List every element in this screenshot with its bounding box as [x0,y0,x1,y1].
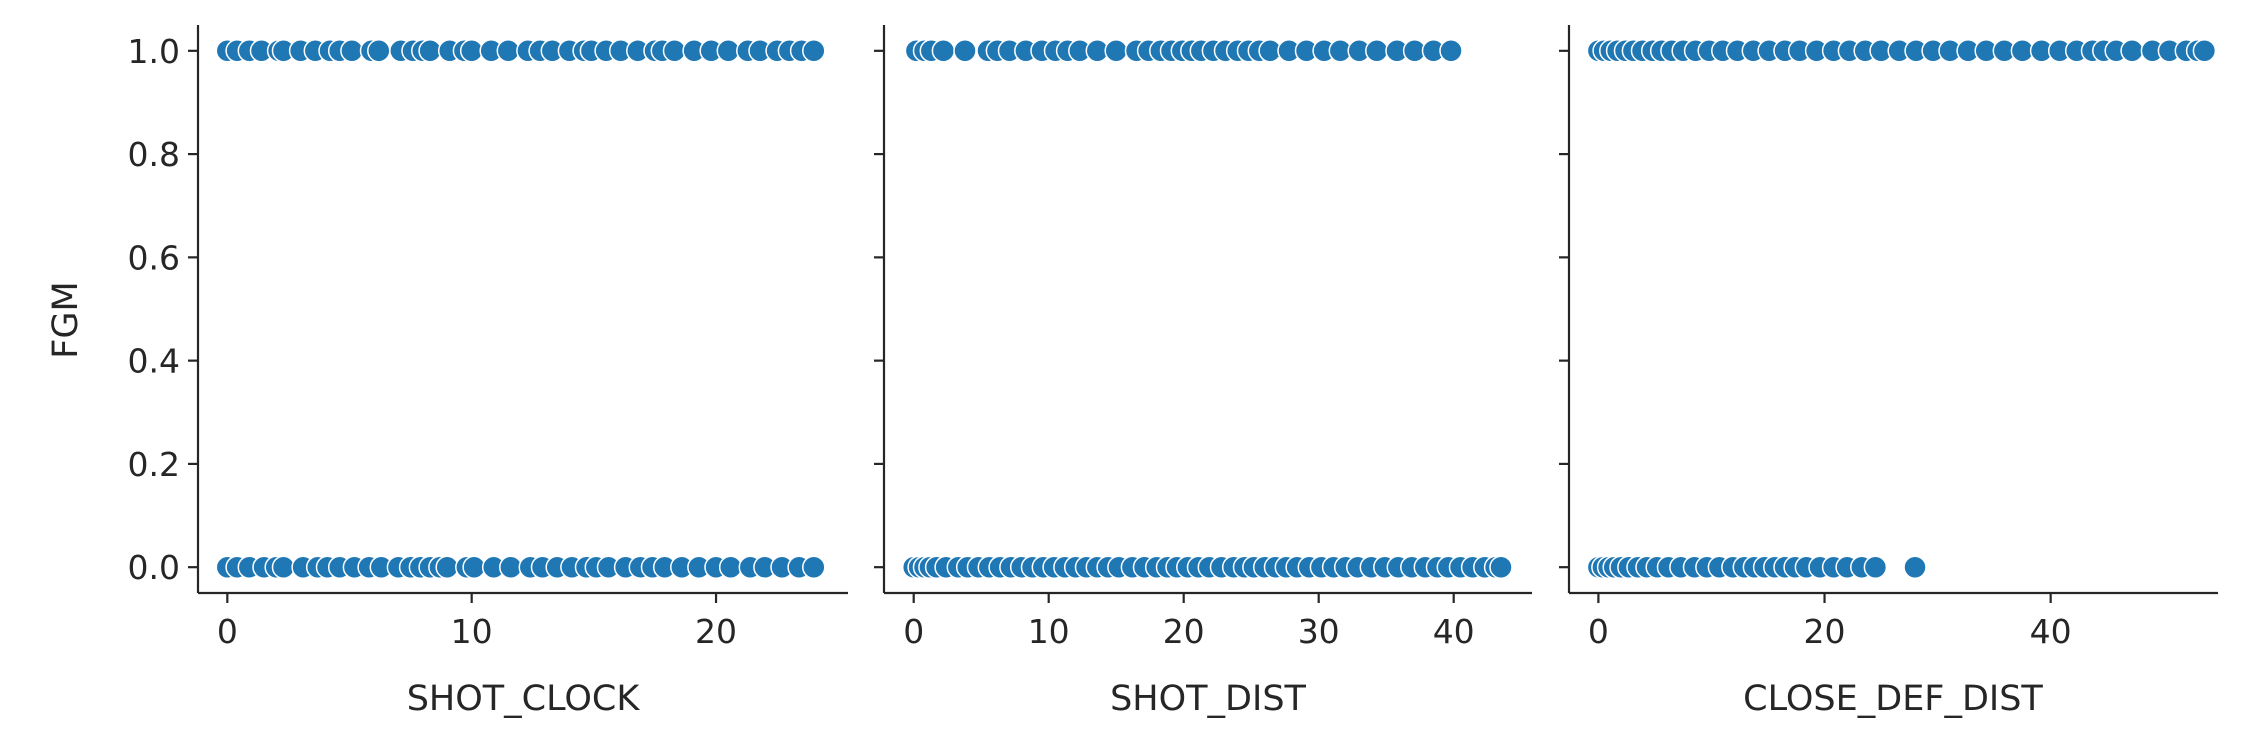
point-made [496,39,521,63]
x-tick-label: 0 [903,612,924,651]
y-tick-label: 0.4 [128,342,180,381]
point-made [418,39,442,63]
subplot-shot-dist: 0 10 20 30 40 SHOT_DIST [874,25,1532,719]
y-tick-label: 0.8 [128,135,180,174]
point-made [1104,39,1128,63]
x-tick-label: 20 [1804,612,1846,651]
subplot-shot-clock: 0.0 0.2 0.4 0.6 0.8 1.0 0 10 20 SHOT_CLOCK FGM [46,25,848,719]
x-tick-label: 0 [217,612,238,651]
point-missed [271,555,296,579]
point-missed [435,555,459,579]
point-made [1365,39,1389,63]
x-tick-label: 30 [1298,612,1340,651]
point-made [1439,39,1463,63]
point-made [459,39,484,63]
point-made [662,39,687,63]
x-tick-label: 20 [1163,612,1205,651]
x-axis-label: CLOSE_DEF_DIST [1743,679,2043,719]
x-axis-label: SHOT_DIST [1110,679,1306,719]
y-tick-label: 0.6 [128,238,180,277]
y-ticks: 0.0 0.2 0.4 0.6 0.8 1.0 [128,32,198,587]
point-missed [1863,555,1888,579]
x-tick-label: 20 [695,612,737,651]
point-made [931,39,956,63]
y-tick-label: 0.2 [128,445,180,484]
y-tick-label: 0.0 [128,548,180,587]
point-made [716,39,741,63]
point-made [802,39,826,63]
point-missed [462,555,486,579]
point-missed [1489,555,1513,579]
x-ticks: 0 20 40 [1588,593,2072,651]
x-ticks: 0 10 20 [217,593,737,651]
x-axis-label: SHOT_CLOCK [407,679,641,719]
y-ticks [1559,49,1569,569]
y-tick-label: 1.0 [128,32,180,71]
scatter-points [1586,39,2217,579]
point-made [2120,39,2144,63]
point-missed [802,555,826,579]
y-ticks [874,49,884,569]
x-tick-label: 10 [1028,612,1070,651]
point-made [367,39,391,63]
point-missed [499,555,523,579]
point-made [2192,39,2217,63]
x-tick-label: 40 [2030,612,2072,651]
scatter-points [215,39,826,579]
scatter-points [901,39,1513,579]
y-axis-label: FGM [46,281,86,358]
x-tick-label: 0 [1588,612,1609,651]
point-missed [1903,555,1927,579]
x-tick-label: 40 [1433,612,1475,651]
x-ticks: 0 10 20 30 40 [903,593,1475,651]
point-missed [718,555,743,579]
point-made [953,39,977,63]
point-made [340,39,364,63]
subplot-close-def-dist: 0 20 40 CLOSE_DEF_DIST [1559,25,2218,719]
x-tick-label: 10 [451,612,493,651]
